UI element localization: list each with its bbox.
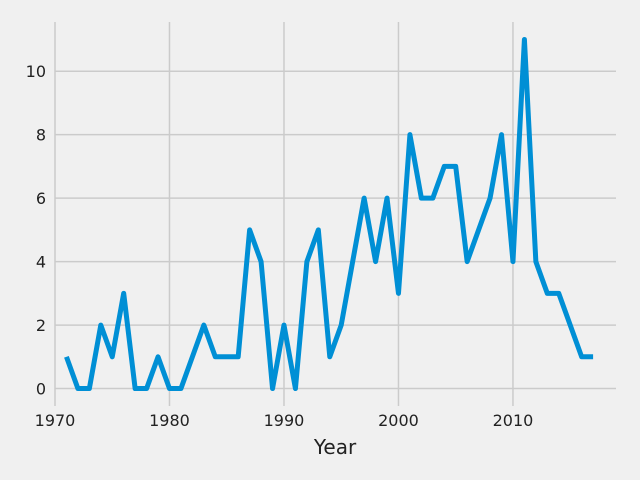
x-tick-label: 1980	[149, 411, 190, 430]
y-tick-label: 8	[36, 126, 46, 145]
x-tick-label: 2000	[378, 411, 419, 430]
y-tick-label: 10	[26, 62, 46, 81]
x-tick-label: 1970	[35, 411, 76, 430]
x-tick-label: 1990	[264, 411, 305, 430]
y-tick-label: 6	[36, 189, 46, 208]
y-tick-label: 0	[36, 380, 46, 399]
series-line	[64, 36, 594, 392]
x-tick-label: 2010	[493, 411, 534, 430]
y-tick-label: 4	[36, 253, 46, 272]
x-axis-label: Year	[313, 435, 357, 459]
tick-labels: 1970 1980 1990 2000 2010 0 2 4 6 8 10	[26, 62, 534, 430]
series-layer	[64, 36, 594, 392]
y-tick-label: 2	[36, 316, 46, 335]
